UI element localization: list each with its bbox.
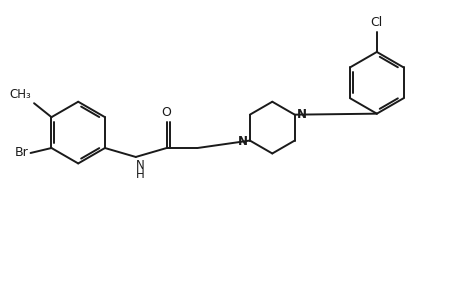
Text: O: O: [162, 106, 171, 118]
Text: Br: Br: [14, 146, 28, 160]
Text: Cl: Cl: [370, 16, 382, 29]
Text: N: N: [237, 135, 247, 148]
Text: CH₃: CH₃: [10, 88, 32, 101]
Text: N: N: [296, 108, 306, 121]
Text: N: N: [136, 159, 145, 172]
Text: H: H: [136, 168, 145, 181]
